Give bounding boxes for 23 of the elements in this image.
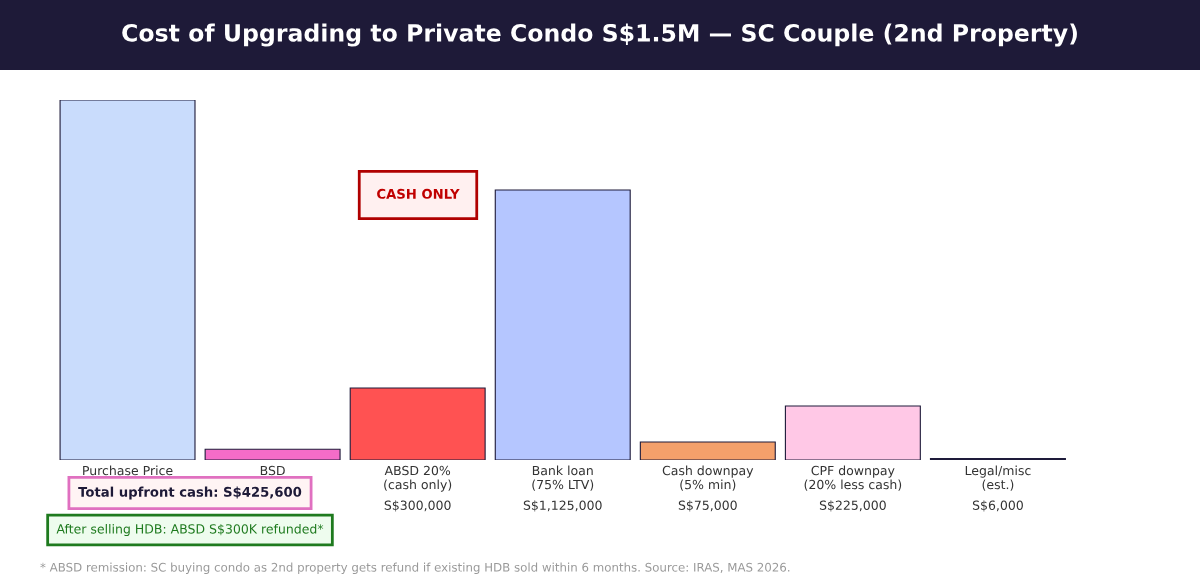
chart-title: Cost of Upgrading to Private Condo S$1.5M — SC Couple (2nd Property)	[122, 23, 1077, 47]
bar	[784, 405, 921, 460]
data-label: S$75,000	[678, 500, 737, 512]
bar	[494, 189, 631, 460]
x-tick-label: CPF downpay (20% less cash)	[804, 465, 902, 491]
text: After selling HDB: ABSD S$300K refunded*	[56, 523, 324, 537]
text: Total upfront cash: S$425,600	[78, 486, 302, 500]
bar	[59, 100, 196, 460]
data-label: S$6,000	[972, 500, 1023, 512]
data-label: S$300,000	[384, 500, 451, 512]
annotation: CASH ONLY	[377, 188, 460, 199]
x-tick-label: BSD	[260, 465, 285, 476]
data-label: S$225,000	[819, 500, 886, 512]
bar	[349, 387, 486, 460]
x-tick-label: Legal/misc (est.)	[965, 465, 1031, 491]
text: * ABSD remission: SC buying condo as 2nd property gets refund if existing HDB sold within 6 months. Source: IRAS, MAS 2026.	[40, 562, 790, 574]
x-tick-label: Bank loan (75% LTV)	[532, 465, 594, 491]
x-tick-label: Purchase Price	[83, 465, 173, 476]
bar	[639, 441, 776, 460]
x-tick-label: ABSD 20% (cash only)	[384, 465, 452, 492]
x-tick-label: Cash downpay (5% min)	[662, 465, 754, 491]
data-label: S$1,125,000	[523, 500, 602, 512]
bar	[204, 448, 341, 460]
